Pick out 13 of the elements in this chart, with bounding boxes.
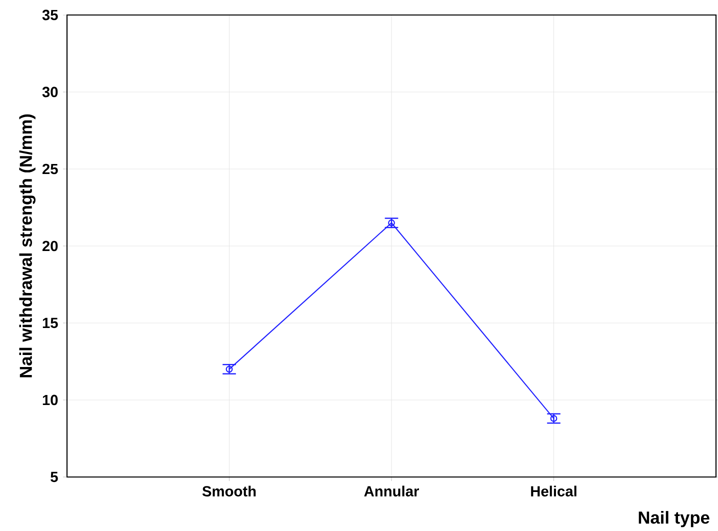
x-axis-title: Nail type [638,511,710,528]
y-tick-label: 20 [42,240,58,252]
y-axis-title: Nail withdrawal strength (N/mm) [19,114,36,378]
x-tick-label: Annular [364,486,419,496]
x-tick-label: Smooth [202,486,256,496]
y-tick-label: 5 [50,472,58,482]
y-tick-label: 15 [42,318,58,328]
y-tick-label: 35 [42,10,58,20]
y-tick-label: 25 [42,164,58,174]
x-tick-label: Helical [531,486,576,496]
y-tick-label: 10 [42,394,58,406]
point [388,219,395,226]
y-tick-label: 30 [42,86,58,98]
